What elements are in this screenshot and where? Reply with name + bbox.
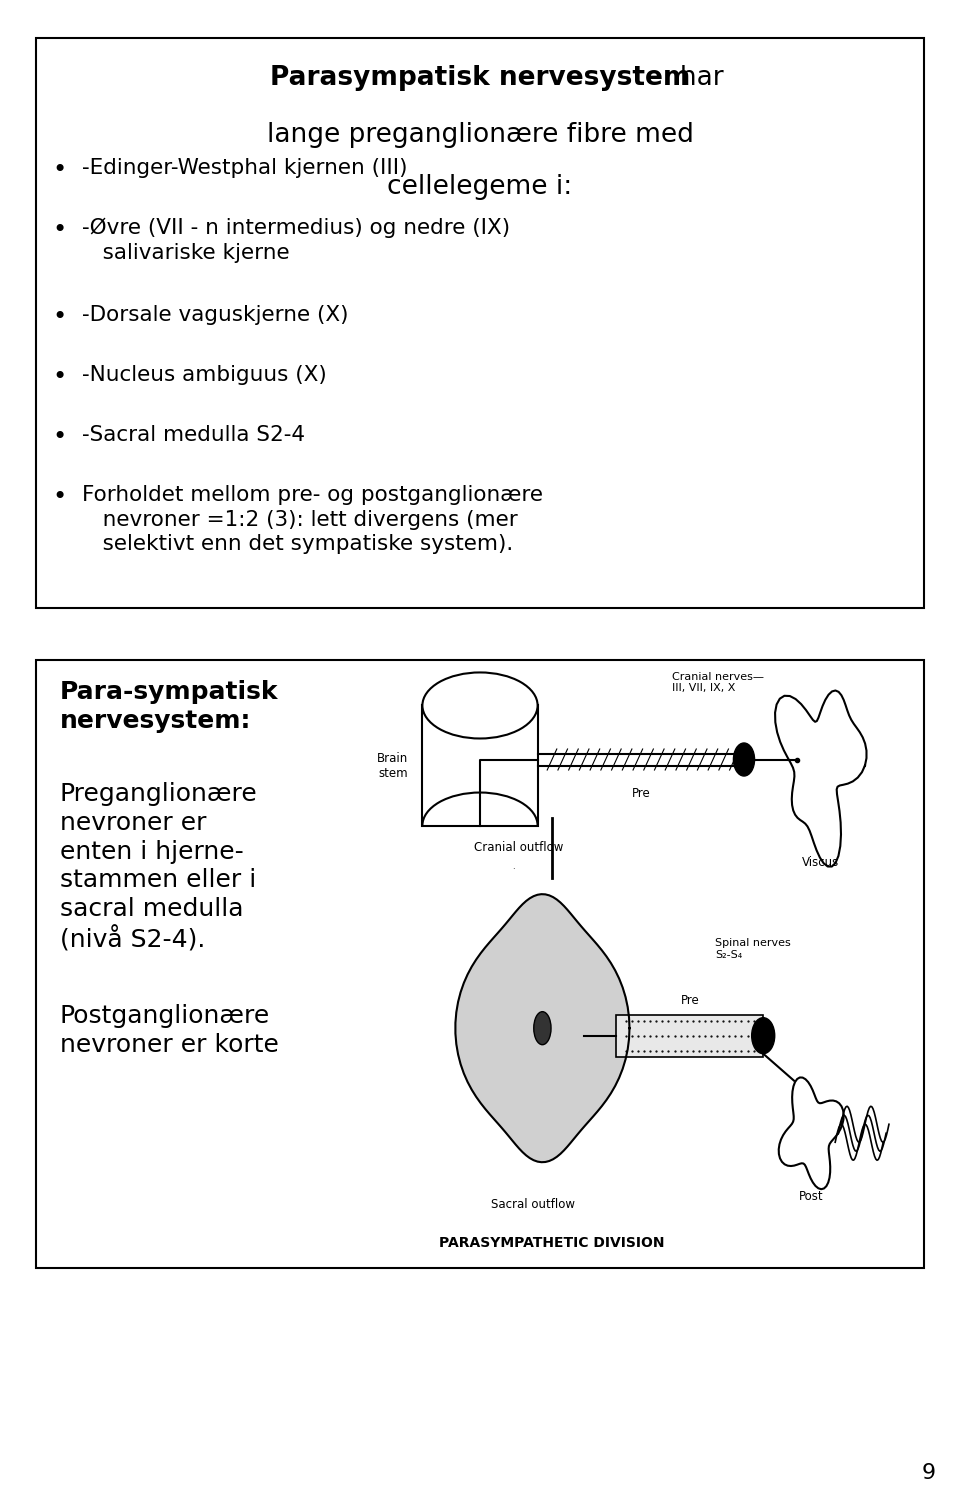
- Text: Pre: Pre: [681, 994, 699, 1007]
- FancyBboxPatch shape: [36, 38, 924, 608]
- Text: Brain
stem: Brain stem: [376, 752, 408, 779]
- Text: Sacral outflow: Sacral outflow: [491, 1198, 575, 1211]
- Text: -Nucleus ambiguus (X): -Nucleus ambiguus (X): [82, 365, 326, 384]
- Text: Cranial nerves—
III, VII, IX, X: Cranial nerves— III, VII, IX, X: [672, 672, 764, 693]
- Text: cellelegeme i:: cellelegeme i:: [388, 174, 572, 200]
- Text: PARASYMPATHETIC DIVISION: PARASYMPATHETIC DIVISION: [440, 1237, 664, 1250]
- FancyBboxPatch shape: [616, 1015, 763, 1057]
- Text: •: •: [53, 365, 67, 389]
- Polygon shape: [779, 1078, 844, 1189]
- Text: lange preganglionære fibre med: lange preganglionære fibre med: [267, 122, 693, 147]
- Text: -Dorsale vaguskjerne (X): -Dorsale vaguskjerne (X): [82, 305, 348, 324]
- Text: Spinal nerves
S₂-S₄: Spinal nerves S₂-S₄: [715, 938, 791, 959]
- Text: •: •: [53, 425, 67, 449]
- Circle shape: [733, 743, 755, 776]
- Text: Forholdet mellom pre- og postganglionære
   nevroner =1:2 (3): lett divergens (m: Forholdet mellom pre- og postganglionære…: [82, 485, 542, 554]
- Text: Cranial outflow: Cranial outflow: [473, 841, 564, 854]
- Text: Viscus: Viscus: [803, 856, 839, 869]
- FancyBboxPatch shape: [36, 660, 924, 1268]
- Text: Pre: Pre: [632, 787, 650, 800]
- Polygon shape: [775, 690, 867, 866]
- Text: -Edinger-Westphal kjernen (III): -Edinger-Westphal kjernen (III): [82, 158, 407, 177]
- Text: •: •: [53, 218, 67, 242]
- Text: Parasympatisk nervesystem: Parasympatisk nervesystem: [270, 65, 690, 90]
- Text: Post: Post: [799, 1190, 824, 1204]
- Text: -Øvre (VII - n intermedius) og nedre (IX)
   salivariske kjerne: -Øvre (VII - n intermedius) og nedre (IX…: [82, 218, 510, 263]
- Text: Postganglionære
nevroner er korte: Postganglionære nevroner er korte: [60, 1004, 278, 1057]
- Text: •: •: [53, 305, 67, 329]
- Text: 9: 9: [922, 1463, 936, 1483]
- Text: .: .: [513, 862, 515, 871]
- Polygon shape: [455, 895, 630, 1162]
- Text: Post: Post: [806, 754, 831, 766]
- Ellipse shape: [422, 672, 538, 738]
- Text: •: •: [53, 485, 67, 509]
- Text: har: har: [236, 65, 724, 90]
- Text: Para-sympatisk
nervesystem:: Para-sympatisk nervesystem:: [60, 680, 278, 732]
- Circle shape: [752, 1018, 775, 1054]
- Text: Preganglionære
nevroner er
enten i hjerne-
stammen eller i
sacral medulla
(nivå : Preganglionære nevroner er enten i hjern…: [60, 782, 257, 953]
- Polygon shape: [422, 705, 538, 826]
- Text: •: •: [53, 158, 67, 182]
- Ellipse shape: [534, 1012, 551, 1045]
- Text: -Sacral medulla S2-4: -Sacral medulla S2-4: [82, 425, 304, 444]
